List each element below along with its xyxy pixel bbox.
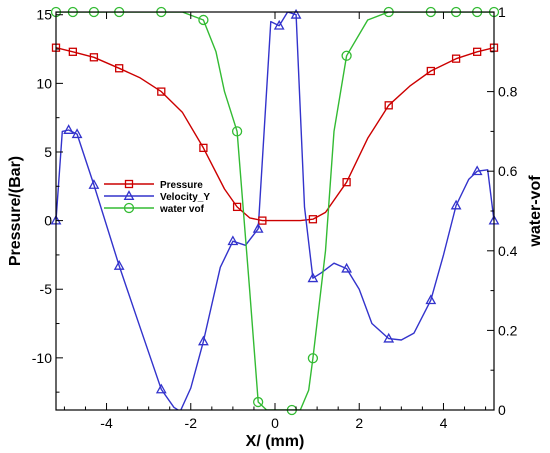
series-line-velocity-y	[56, 12, 494, 410]
data-point-water-vof	[231, 126, 243, 137]
x-tick-label: 2	[355, 415, 363, 431]
data-point-pressure	[232, 202, 242, 212]
data-point-velocity-y	[471, 165, 483, 176]
x-tick-label: 4	[440, 415, 448, 431]
series-line-pressure	[56, 47, 494, 222]
y2-tick-label: 0.8	[498, 84, 518, 100]
data-point-pressure	[426, 66, 435, 76]
legend-label-pressure: Pressure	[160, 180, 203, 191]
data-point-pressure	[68, 47, 77, 56]
y2-tick-label: 0.4	[498, 243, 518, 259]
y2-tick-label: 0.2	[498, 322, 518, 338]
data-point-water-vof	[198, 14, 209, 26]
legend-marker-pressure	[124, 179, 134, 189]
legend-label-water-vof: water vof	[159, 204, 205, 215]
legend-marker-water-vof	[123, 202, 135, 214]
data-point-velocity-y	[307, 272, 319, 283]
data-point-velocity-y	[88, 179, 100, 189]
data-point-pressure	[258, 216, 267, 225]
data-point-pressure	[89, 53, 99, 62]
legend-label-velocity-y: Velocity_Y	[160, 192, 210, 203]
data-point-velocity-y	[273, 19, 285, 30]
y-tick-label: 5	[44, 144, 52, 160]
data-point-pressure	[451, 54, 461, 63]
y-tick-label: -5	[40, 281, 53, 297]
data-point-pressure	[115, 64, 124, 73]
y-tick-label: -10	[32, 350, 52, 366]
y2-tick-label: 0.6	[498, 163, 518, 179]
x-axis-title: X/ (mm)	[246, 433, 305, 450]
y-tick-label: 0	[44, 213, 52, 229]
axis-layer: -4 -2 0 2 4 -10 -5 0 5 10 15 0 0.2 0.4 0.6 0.8 1	[32, 4, 518, 431]
data-point-velocity-y	[341, 262, 352, 273]
y2-tick-label: 0	[498, 402, 506, 418]
data-point-velocity-y	[113, 260, 125, 270]
y-axis-title: Pressure/(Bar)	[7, 156, 24, 266]
data-point-velocity-y	[155, 383, 167, 394]
data-point-velocity-y	[252, 222, 264, 233]
legend-marker-velocity-y	[123, 190, 135, 200]
data-point-pressure	[199, 143, 208, 153]
data-point-water-vof	[341, 50, 352, 61]
data-point-water-vof	[253, 396, 264, 408]
data-point-pressure	[473, 47, 482, 56]
y-tick-label: 15	[36, 7, 52, 23]
x-tick-label: -4	[100, 415, 113, 431]
x-tick-label: -2	[185, 415, 198, 431]
data-point-water-vof	[307, 353, 319, 364]
x-tick-label: 0	[271, 415, 279, 431]
data-point-pressure	[384, 101, 393, 110]
series-layer	[56, 12, 494, 410]
data-point-velocity-y	[290, 8, 302, 19]
data-point-velocity-y	[71, 128, 83, 139]
y2-axis-title: water-vof	[527, 175, 544, 248]
data-point-velocity-y	[383, 332, 395, 343]
data-point-velocity-y	[425, 294, 437, 305]
data-point-pressure	[157, 87, 166, 96]
y-tick-label: 10	[36, 75, 52, 91]
data-point-velocity-y	[198, 335, 209, 346]
data-point-pressure	[308, 215, 318, 224]
series-line-water-vof	[56, 12, 494, 410]
data-point-pressure	[342, 178, 351, 187]
data-point-velocity-y	[450, 199, 462, 210]
data-point-velocity-y	[227, 235, 239, 246]
data-point-velocity-y	[63, 124, 75, 134]
y2-tick-label: 1	[498, 4, 506, 20]
